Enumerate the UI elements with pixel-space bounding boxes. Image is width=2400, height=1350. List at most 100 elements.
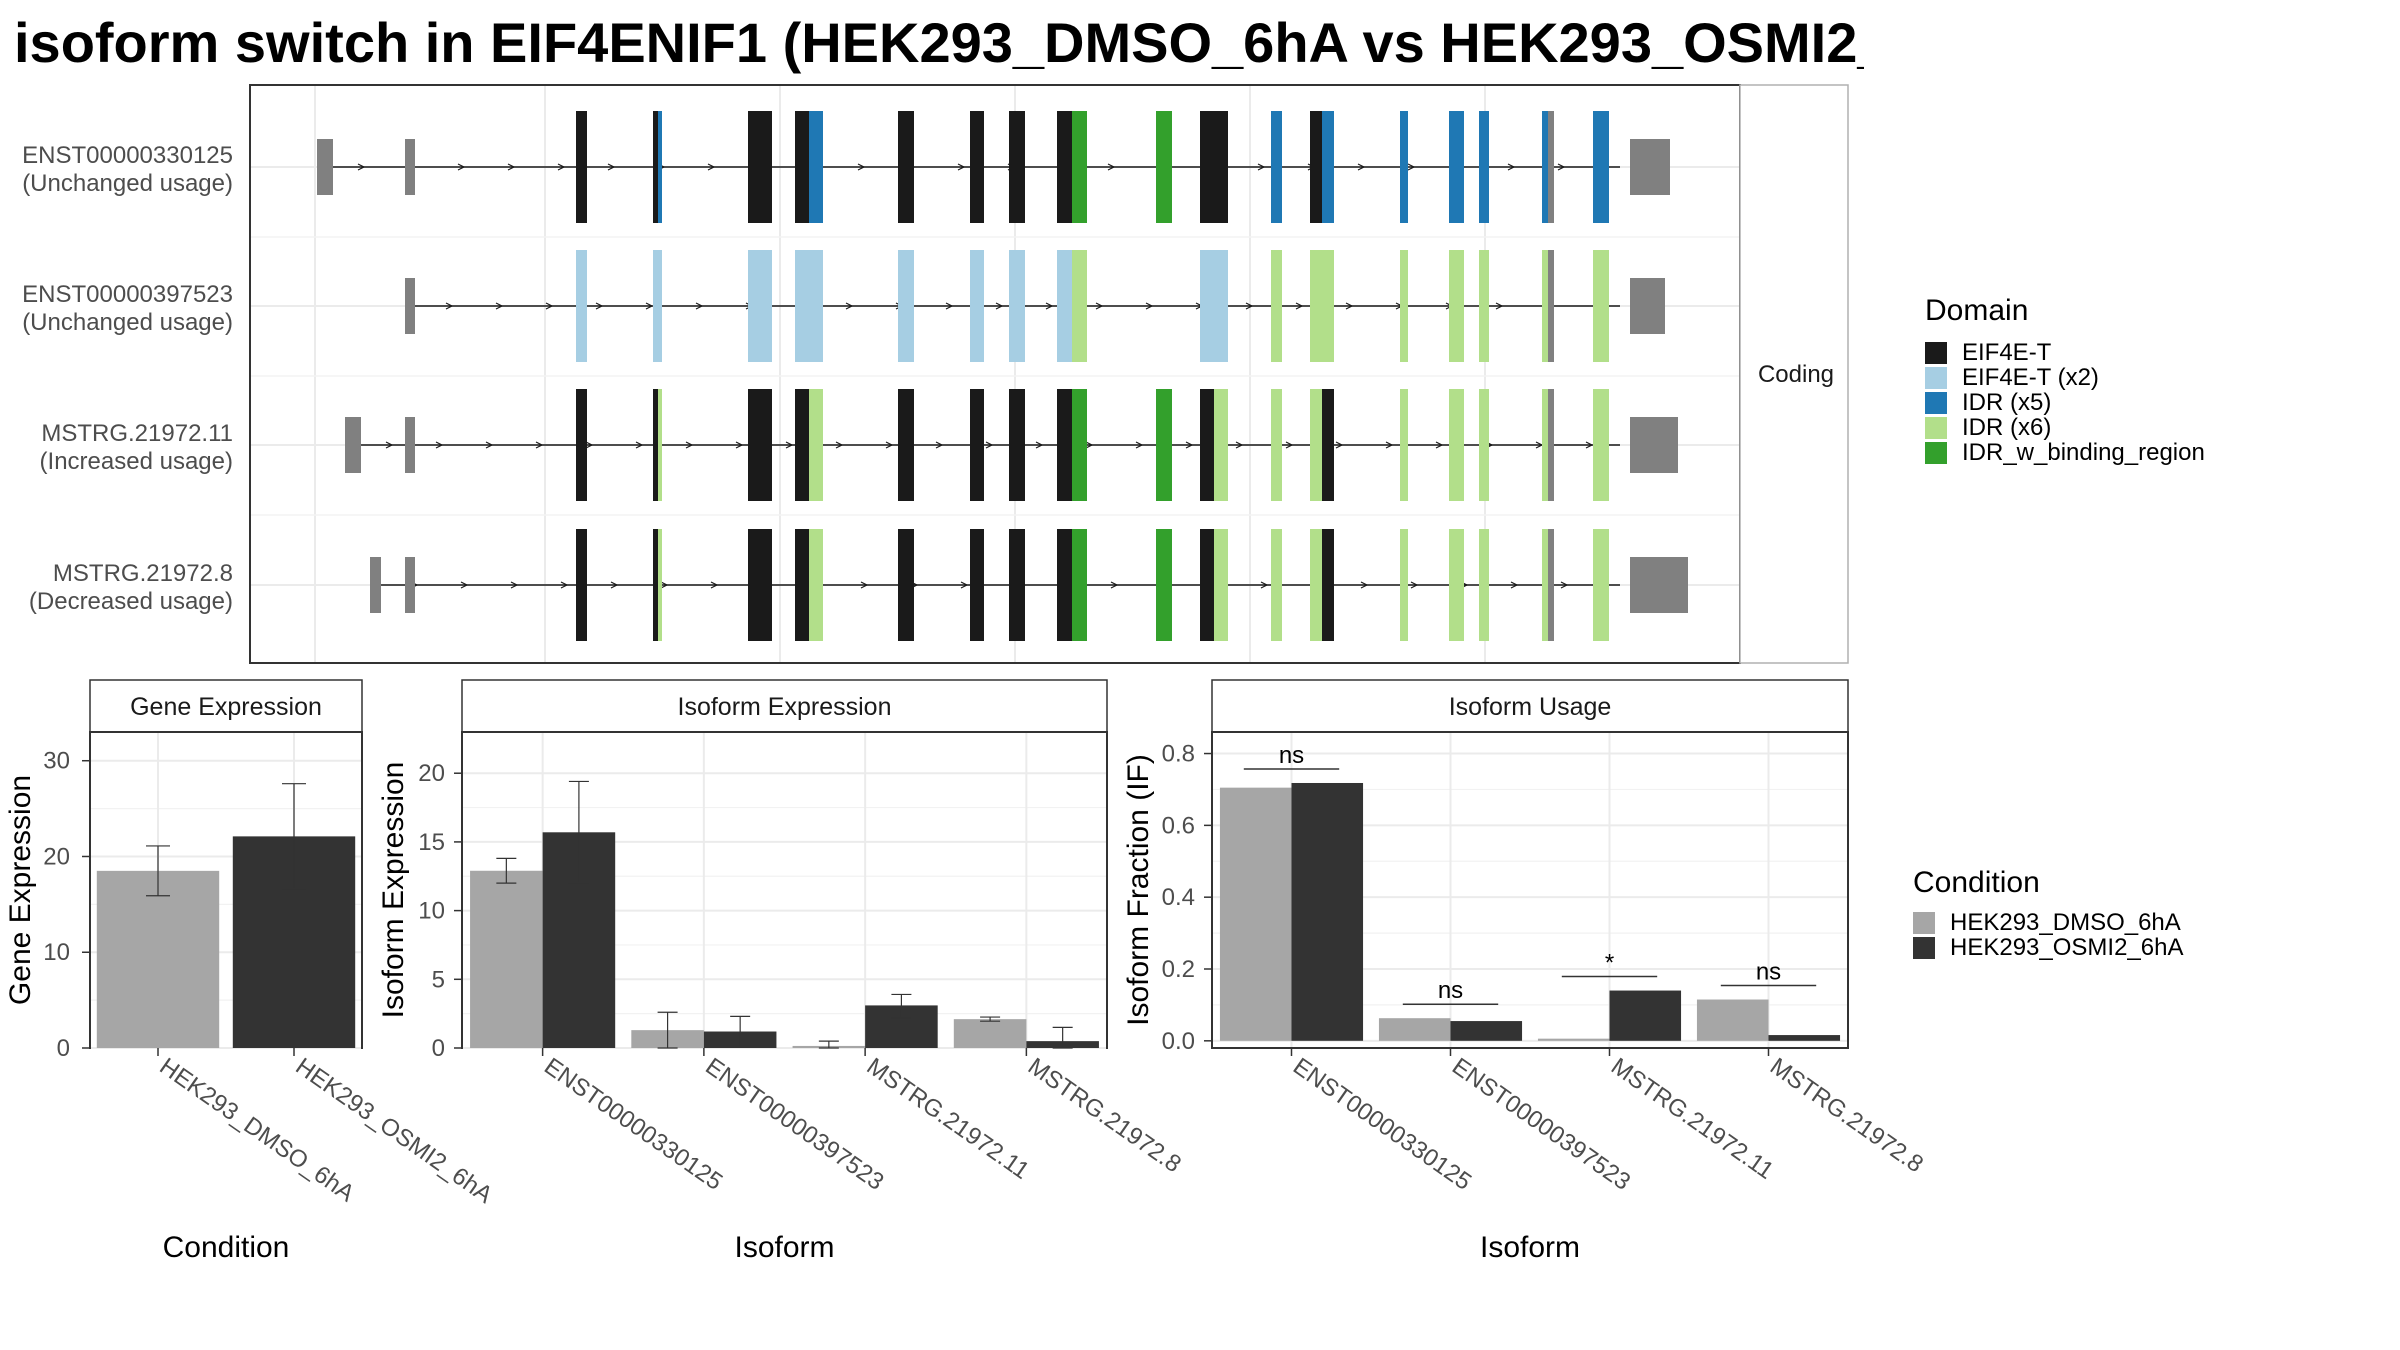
- exon-domain-block: [898, 111, 914, 223]
- exon-domain-block: [653, 529, 658, 641]
- intron-arrow: [1510, 581, 1519, 589]
- intron-arrow: [685, 441, 694, 449]
- y-tick-label: 0.0: [1162, 1028, 1195, 1055]
- intron-arrow: [1345, 302, 1354, 310]
- exon-domain-block: [1200, 529, 1214, 641]
- exon-domain-block: [1271, 250, 1282, 362]
- exon-domain-block: [576, 529, 587, 641]
- intron-arrow: [1560, 581, 1569, 589]
- exon-domain-block: [1400, 529, 1408, 641]
- exon-domain-block: [795, 389, 809, 501]
- intron-arrow: [1495, 302, 1504, 310]
- intron-arrow: [1260, 581, 1269, 589]
- exon-domain-block: [795, 250, 823, 362]
- intron-arrow: [1110, 581, 1119, 589]
- intron-arrow: [1295, 302, 1304, 310]
- condition-legend-title: Condition: [1913, 866, 2040, 899]
- utr-tail-block: [1630, 278, 1665, 334]
- intron-arrow: [957, 163, 966, 171]
- exon-domain-block: [1072, 250, 1087, 362]
- intron-arrow: [860, 581, 869, 589]
- exon-domain-block: [1548, 250, 1554, 362]
- domain-legend-label: EIF4E-T: [1962, 339, 2052, 366]
- intron-arrow: [1235, 441, 1244, 449]
- exon-domain-block: [809, 529, 823, 641]
- figure-title: isoform switch in EIF4ENIF1 (HEK293_DMSO…: [14, 11, 1864, 74]
- structure-strip: [1739, 84, 1849, 664]
- exon-domain-block: [653, 250, 662, 362]
- utr-block: [370, 557, 381, 613]
- significance-label: ns: [1279, 742, 1304, 769]
- intron-arrow: [945, 302, 954, 310]
- y-tick-label: 0.2: [1162, 956, 1195, 983]
- utr-tail-block: [1630, 139, 1670, 195]
- y-tick-label: 0.8: [1162, 741, 1195, 768]
- panel-title: Isoform Expression: [678, 693, 892, 721]
- exon-domain-block: [748, 389, 772, 501]
- intron-arrow: [1585, 441, 1594, 449]
- x-tick-label: MSTRG.21972.11: [862, 1053, 1034, 1185]
- transcript-usage-status: (Increased usage): [40, 448, 233, 475]
- exon-domain-block: [653, 111, 658, 223]
- exon-domain-block: [1009, 529, 1025, 641]
- exon-domain-block: [1542, 389, 1548, 501]
- exon-domain-block: [1542, 250, 1548, 362]
- intron-arrow: [1557, 163, 1566, 171]
- domain-legend-label: IDR (x5): [1962, 389, 2051, 416]
- bar: [1291, 782, 1364, 1041]
- exon-domain-block: [970, 250, 984, 362]
- transcript-row-MSTRG.21972.8: [370, 529, 1688, 641]
- exon-domain-block: [1009, 250, 1025, 362]
- exon-domain-block: [795, 111, 809, 223]
- exon-domain-block: [1479, 389, 1489, 501]
- domain-legend-label: EIF4E-T (x2): [1962, 364, 2099, 391]
- exon-domain-block: [1542, 111, 1548, 223]
- x-axis-title: Condition: [163, 1231, 290, 1264]
- intron-arrow: [1407, 163, 1416, 171]
- intron-arrow: [735, 441, 744, 449]
- exon-domain-block: [1009, 111, 1025, 223]
- intron-arrow: [510, 581, 519, 589]
- bar: [1537, 1038, 1610, 1041]
- exon-domain-block: [1200, 250, 1228, 362]
- x-tick-label: MSTRG.21972.8: [1023, 1053, 1186, 1178]
- intron-arrow: [560, 581, 569, 589]
- exon-domain-block: [1322, 111, 1334, 223]
- exon-domain-block: [1310, 250, 1334, 362]
- x-tick-label: ENST00000397523: [700, 1053, 888, 1196]
- transcript-name: ENST00000330125: [22, 142, 233, 169]
- domain-legend-key: [1925, 342, 1947, 364]
- exon-domain-block: [1322, 529, 1334, 641]
- transcript-usage-status: (Unchanged usage): [22, 170, 233, 197]
- exon-domain-block: [1057, 111, 1072, 223]
- y-tick-label: 0.6: [1162, 812, 1195, 839]
- exon-domain-block: [658, 529, 662, 641]
- utr-block: [345, 417, 361, 473]
- exon-domain-block: [658, 389, 662, 501]
- intron-arrow: [1035, 441, 1044, 449]
- bar: [1768, 1035, 1841, 1041]
- bar: [1219, 787, 1292, 1041]
- exon-domain-block: [1322, 389, 1334, 501]
- utr-block: [405, 139, 415, 195]
- exon-domain-block: [1057, 389, 1072, 501]
- intron-arrow: [485, 441, 494, 449]
- exon-domain-block: [576, 111, 587, 223]
- significance-label: ns: [1756, 959, 1781, 986]
- transcript-row-ENST00000397523: [405, 250, 1665, 362]
- structure-panel: Coding ENST00000330125(Unchanged usage)E…: [22, 84, 1849, 664]
- y-tick-label: 20: [43, 843, 70, 870]
- intron-arrow: [985, 441, 994, 449]
- exon-domain-block: [1548, 111, 1554, 223]
- panel-1: Isoform Expression 0 5 10 15 20 ENST0000033012…: [377, 679, 1186, 1264]
- exon-domain-block: [1400, 250, 1408, 362]
- intron-arrow: [457, 163, 466, 171]
- domain-legend-key: [1925, 367, 1947, 389]
- exon-domain-block: [1479, 111, 1489, 223]
- intron-arrow: [935, 441, 944, 449]
- exon-domain-block: [898, 389, 914, 501]
- intron-arrow: [995, 302, 1004, 310]
